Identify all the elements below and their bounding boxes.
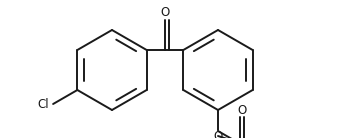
Text: O: O bbox=[161, 6, 170, 19]
Text: O: O bbox=[237, 104, 246, 116]
Text: Cl: Cl bbox=[37, 98, 49, 111]
Text: O: O bbox=[213, 131, 223, 138]
